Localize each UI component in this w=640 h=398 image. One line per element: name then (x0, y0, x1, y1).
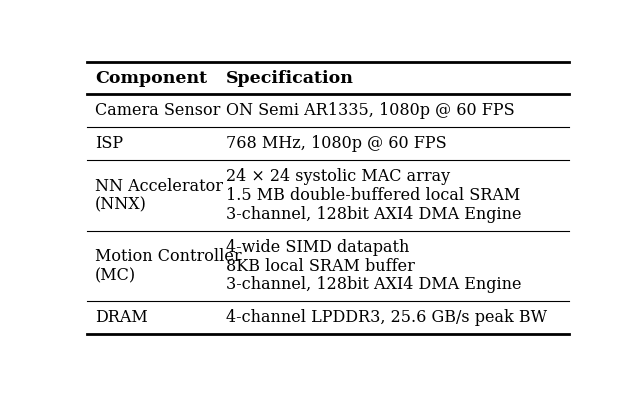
Text: Component: Component (95, 70, 207, 86)
Text: DRAM: DRAM (95, 309, 148, 326)
Text: ON Semi AR1335, 1080p @ 60 FPS: ON Semi AR1335, 1080p @ 60 FPS (227, 102, 515, 119)
Text: 3-channel, 128bit AXI4 DMA Engine: 3-channel, 128bit AXI4 DMA Engine (227, 277, 522, 293)
Text: 24 × 24 systolic MAC array: 24 × 24 systolic MAC array (227, 168, 451, 185)
Text: 1.5 MB double-buffered local SRAM: 1.5 MB double-buffered local SRAM (227, 187, 520, 204)
Text: 3-channel, 128bit AXI4 DMA Engine: 3-channel, 128bit AXI4 DMA Engine (227, 206, 522, 223)
Text: 4-channel LPDDR3, 25.6 GB/s peak BW: 4-channel LPDDR3, 25.6 GB/s peak BW (227, 309, 547, 326)
Text: Camera Sensor: Camera Sensor (95, 102, 220, 119)
Text: (NNX): (NNX) (95, 197, 147, 213)
Text: 768 MHz, 1080p @ 60 FPS: 768 MHz, 1080p @ 60 FPS (227, 135, 447, 152)
Text: 8KB local SRAM buffer: 8KB local SRAM buffer (227, 258, 415, 275)
Text: (MC): (MC) (95, 267, 136, 284)
Text: Specification: Specification (227, 70, 354, 86)
Text: NN Accelerator: NN Accelerator (95, 178, 223, 195)
Text: ISP: ISP (95, 135, 123, 152)
Text: 4-wide SIMD datapath: 4-wide SIMD datapath (227, 239, 410, 256)
Text: Motion Controller: Motion Controller (95, 248, 241, 265)
